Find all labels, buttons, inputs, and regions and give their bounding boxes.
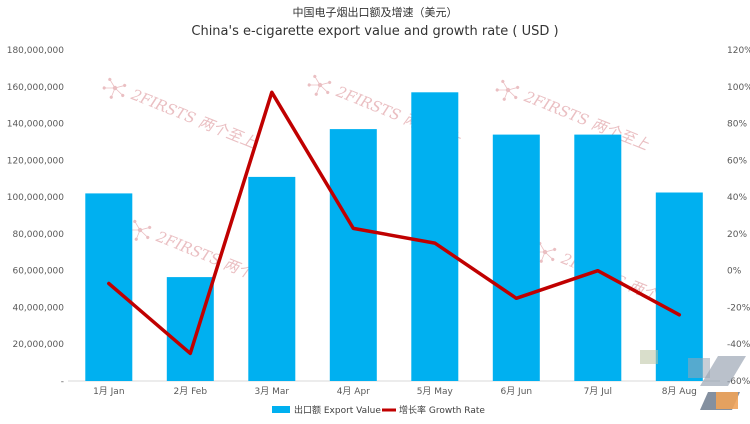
x-tick-label: 5月 May	[417, 386, 454, 397]
legend: 出口额 Export Value 增长率 Growth Rate	[272, 404, 485, 416]
legend-label-export-value: 出口额 Export Value	[294, 404, 381, 416]
export-value-bar	[411, 92, 459, 382]
left-y-tick-label: 20,000,000	[12, 340, 64, 350]
export-value-bar	[655, 192, 703, 381]
left-y-tick-label: 60,000,000	[12, 267, 64, 277]
chart-title: 中国电子烟出口额及增速（美元）	[293, 5, 458, 19]
left-y-tick-label: 140,000,000	[7, 120, 65, 130]
watermark-text: 2FIRSTS 两个至上	[128, 85, 259, 152]
right-y-tick-label: 100%	[727, 83, 750, 93]
left-y-axis-ticks: - 20,000,000 40,000,000 60,000,000 80,000,00…	[7, 46, 65, 387]
legend-swatch-export-value	[272, 406, 290, 413]
right-y-tick-label: 60%	[727, 156, 747, 166]
right-y-tick-label: 80%	[727, 120, 747, 130]
right-y-tick-label: 20%	[727, 230, 747, 240]
x-tick-label: 2月 Feb	[174, 386, 208, 397]
right-y-tick-label: 0%	[727, 267, 742, 277]
left-y-tick-label: 160,000,000	[7, 83, 65, 93]
chart-subtitle: China's e-cigarette export value and gro…	[191, 24, 558, 39]
corner-logo-icon	[640, 350, 746, 410]
left-y-tick-label: 180,000,000	[7, 46, 65, 56]
x-tick-label: 7月 Jul	[584, 386, 612, 397]
x-tick-label: 6月 Jun	[500, 386, 532, 397]
right-y-tick-label: -60%	[727, 377, 750, 387]
x-tick-label: 4月 Apr	[337, 386, 370, 397]
right-y-tick-label: -40%	[727, 340, 750, 350]
export-value-bar	[329, 129, 377, 381]
left-y-tick-label: 40,000,000	[12, 303, 64, 313]
growth-rate-line	[107, 90, 682, 356]
export-value-bar	[492, 134, 540, 381]
export-value-bars	[85, 92, 703, 382]
right-y-tick-label: 120%	[727, 46, 750, 56]
right-y-tick-label: -20%	[727, 303, 750, 313]
x-tick-label: 3月 Mar	[255, 386, 290, 397]
export-value-bar	[574, 134, 622, 381]
left-y-tick-label: -	[61, 377, 64, 387]
export-value-bar	[85, 193, 133, 381]
x-tick-label: 8月 Aug	[662, 386, 697, 397]
left-y-tick-label: 100,000,000	[7, 193, 65, 203]
growth-rate-line-layer	[107, 90, 682, 356]
watermark-logo-icon: 2FIRSTS 两个至上	[99, 76, 259, 152]
export-value-bar	[166, 277, 214, 381]
export-value-bar	[248, 176, 296, 381]
right-y-axis-ticks: -60% -40% -20% 0% 20% 40% 60% 80% 100% 120%	[727, 46, 750, 387]
left-y-tick-label: 120,000,000	[7, 156, 65, 166]
right-y-tick-label: 40%	[727, 193, 747, 203]
x-tick-label: 1月 Jan	[93, 386, 124, 397]
legend-label-growth-rate: 增长率 Growth Rate	[399, 404, 485, 416]
left-y-tick-label: 80,000,000	[12, 230, 64, 240]
x-axis-ticks: 1月 Jan 2月 Feb 3月 Mar 4月 Apr 5月 May 6月 Jun 7月 J…	[93, 386, 697, 397]
